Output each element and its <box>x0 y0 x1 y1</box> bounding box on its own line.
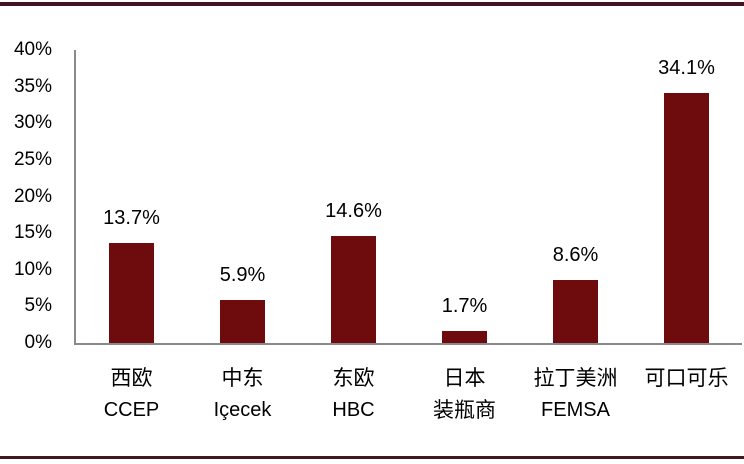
bar-group: 14.6% <box>298 50 409 343</box>
category-line2: Içecek <box>213 399 272 421</box>
category-line1: 拉丁美洲 <box>533 366 618 390</box>
top-accent-rule <box>0 2 744 6</box>
y-tick-label: 5% <box>24 295 52 317</box>
y-tick-label: 15% <box>13 222 52 244</box>
bar <box>664 93 709 343</box>
bottom-accent-rule <box>0 456 744 459</box>
y-tick-label: 0% <box>24 332 52 353</box>
plot-area: 13.7% 5.9% 14.6% 1.7% 8.6% 34.1% <box>74 50 742 345</box>
data-label: 1.7% <box>441 294 488 317</box>
data-label: 8.6% <box>552 244 599 267</box>
y-tick-label: 25% <box>13 148 52 170</box>
bar-group: 13.7% <box>76 50 187 343</box>
category-label: 拉丁美洲 FEMSA <box>520 362 631 426</box>
data-label: 14.6% <box>325 200 382 223</box>
y-axis: 0% 5% 10% 15% 20% 25% 30% 35% 40% <box>0 39 52 353</box>
bar-group: 1.7% <box>409 50 520 343</box>
y-tick-label: 40% <box>13 39 52 60</box>
category-label: 可口可乐 <box>631 362 742 394</box>
bar-group: 8.6% <box>520 50 631 343</box>
data-label: 34.1% <box>658 57 715 80</box>
category-line1: 西欧 <box>110 366 153 390</box>
bar <box>442 330 487 343</box>
bar-group: 34.1% <box>631 50 742 343</box>
bar <box>553 280 598 343</box>
category-line2: FEMSA <box>541 399 610 421</box>
y-tick-label: 30% <box>13 112 52 134</box>
category-label: 日本 装瓶商 <box>409 362 520 426</box>
bar <box>331 236 376 343</box>
bar <box>220 299 265 343</box>
category-line1: 日本 <box>443 366 486 390</box>
category-line2: HBC <box>332 399 375 421</box>
bar <box>109 242 154 343</box>
data-label: 13.7% <box>103 206 160 229</box>
x-axis-labels: 西欧 CCEP 中东 Içecek 东欧 HBC 日本 装瓶商 拉丁美洲 FEMSA 可口可乐 <box>76 362 742 434</box>
category-line1: 可口可乐 <box>644 366 729 390</box>
category-label: 西欧 CCEP <box>76 362 187 426</box>
category-label: 中东 Içecek <box>187 362 298 426</box>
category-line2: 装瓶商 <box>433 398 496 422</box>
category-line1: 中东 <box>221 366 264 390</box>
y-tick-label: 35% <box>13 75 52 97</box>
bar-group: 5.9% <box>187 50 298 343</box>
y-tick-label: 20% <box>13 185 52 207</box>
y-tick-label: 10% <box>13 258 52 280</box>
category-line2: CCEP <box>103 399 160 421</box>
data-label: 5.9% <box>219 263 266 286</box>
category-line1: 东欧 <box>332 366 375 390</box>
category-label: 东欧 HBC <box>298 362 409 426</box>
